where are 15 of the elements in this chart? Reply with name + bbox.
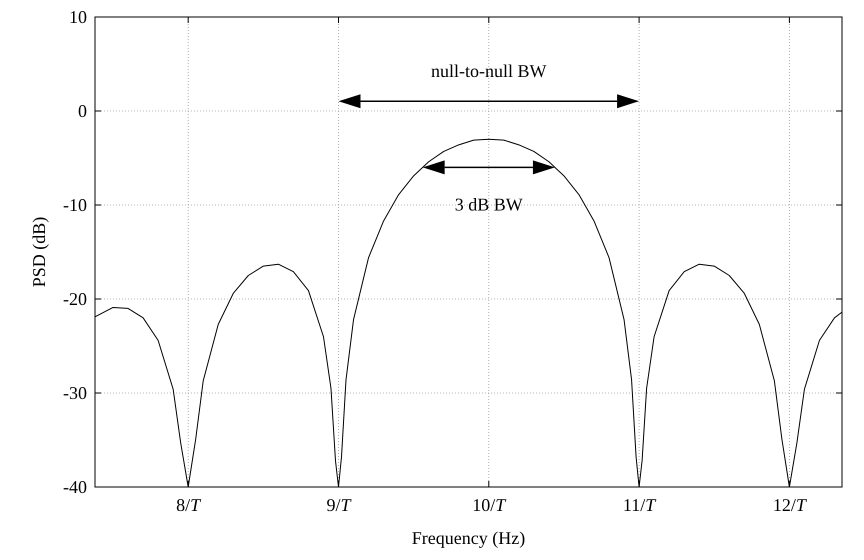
x-axis-title: Frequency (Hz) (412, 528, 526, 548)
y-tick-label: -40 (63, 477, 87, 497)
y-axis-title: PSD (dB) (29, 216, 49, 288)
y-tick-label: -20 (63, 289, 87, 309)
x-tick-label: 11/T (622, 495, 658, 515)
x-tick-label: 9/T (326, 495, 352, 515)
y-tick-label: 10 (69, 7, 87, 27)
annotation: null-to-null BW (431, 61, 547, 82)
x-tick-label: 10/T (472, 495, 508, 515)
y-tick-label: -10 (63, 195, 87, 215)
x-tick-label: 8/T (176, 495, 202, 515)
annotation: 3 dB BW (454, 194, 523, 214)
y-tick-label: -30 (63, 383, 87, 403)
y-tick-label: 0 (78, 101, 87, 121)
x-tick-label: 12/T (772, 495, 808, 515)
